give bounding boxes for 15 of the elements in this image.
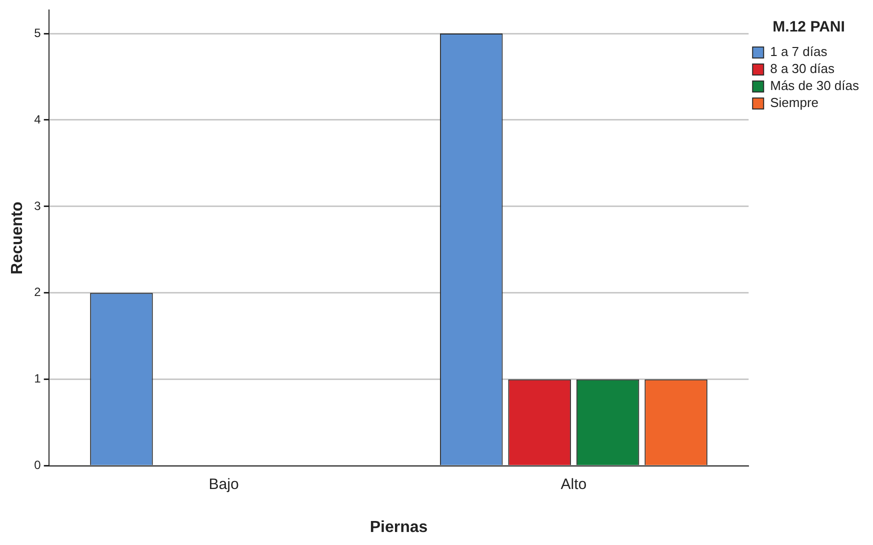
y-tick-label: 2 bbox=[34, 285, 42, 300]
y-tick-label: 0 bbox=[34, 458, 42, 472]
legend-label: 1 a 7 días bbox=[770, 44, 828, 60]
x-tick-label: Bajo bbox=[208, 476, 239, 493]
y-tick-label: 5 bbox=[34, 26, 42, 40]
legend-label: Más de 30 días bbox=[770, 78, 860, 94]
x-tick-label: Alto bbox=[560, 476, 587, 493]
legend-title: M.12 PANI bbox=[772, 18, 845, 36]
y-tick-label: 3 bbox=[34, 198, 42, 213]
y-tick-label: 1 bbox=[34, 372, 42, 386]
y-axis-title: Recuento bbox=[9, 201, 26, 274]
legend-label: Siempre bbox=[770, 95, 819, 110]
x-axis-title: Piernas bbox=[370, 518, 428, 536]
y-tick-label: 4 bbox=[34, 112, 42, 126]
legend-label: 8 a 30 días bbox=[770, 61, 835, 76]
